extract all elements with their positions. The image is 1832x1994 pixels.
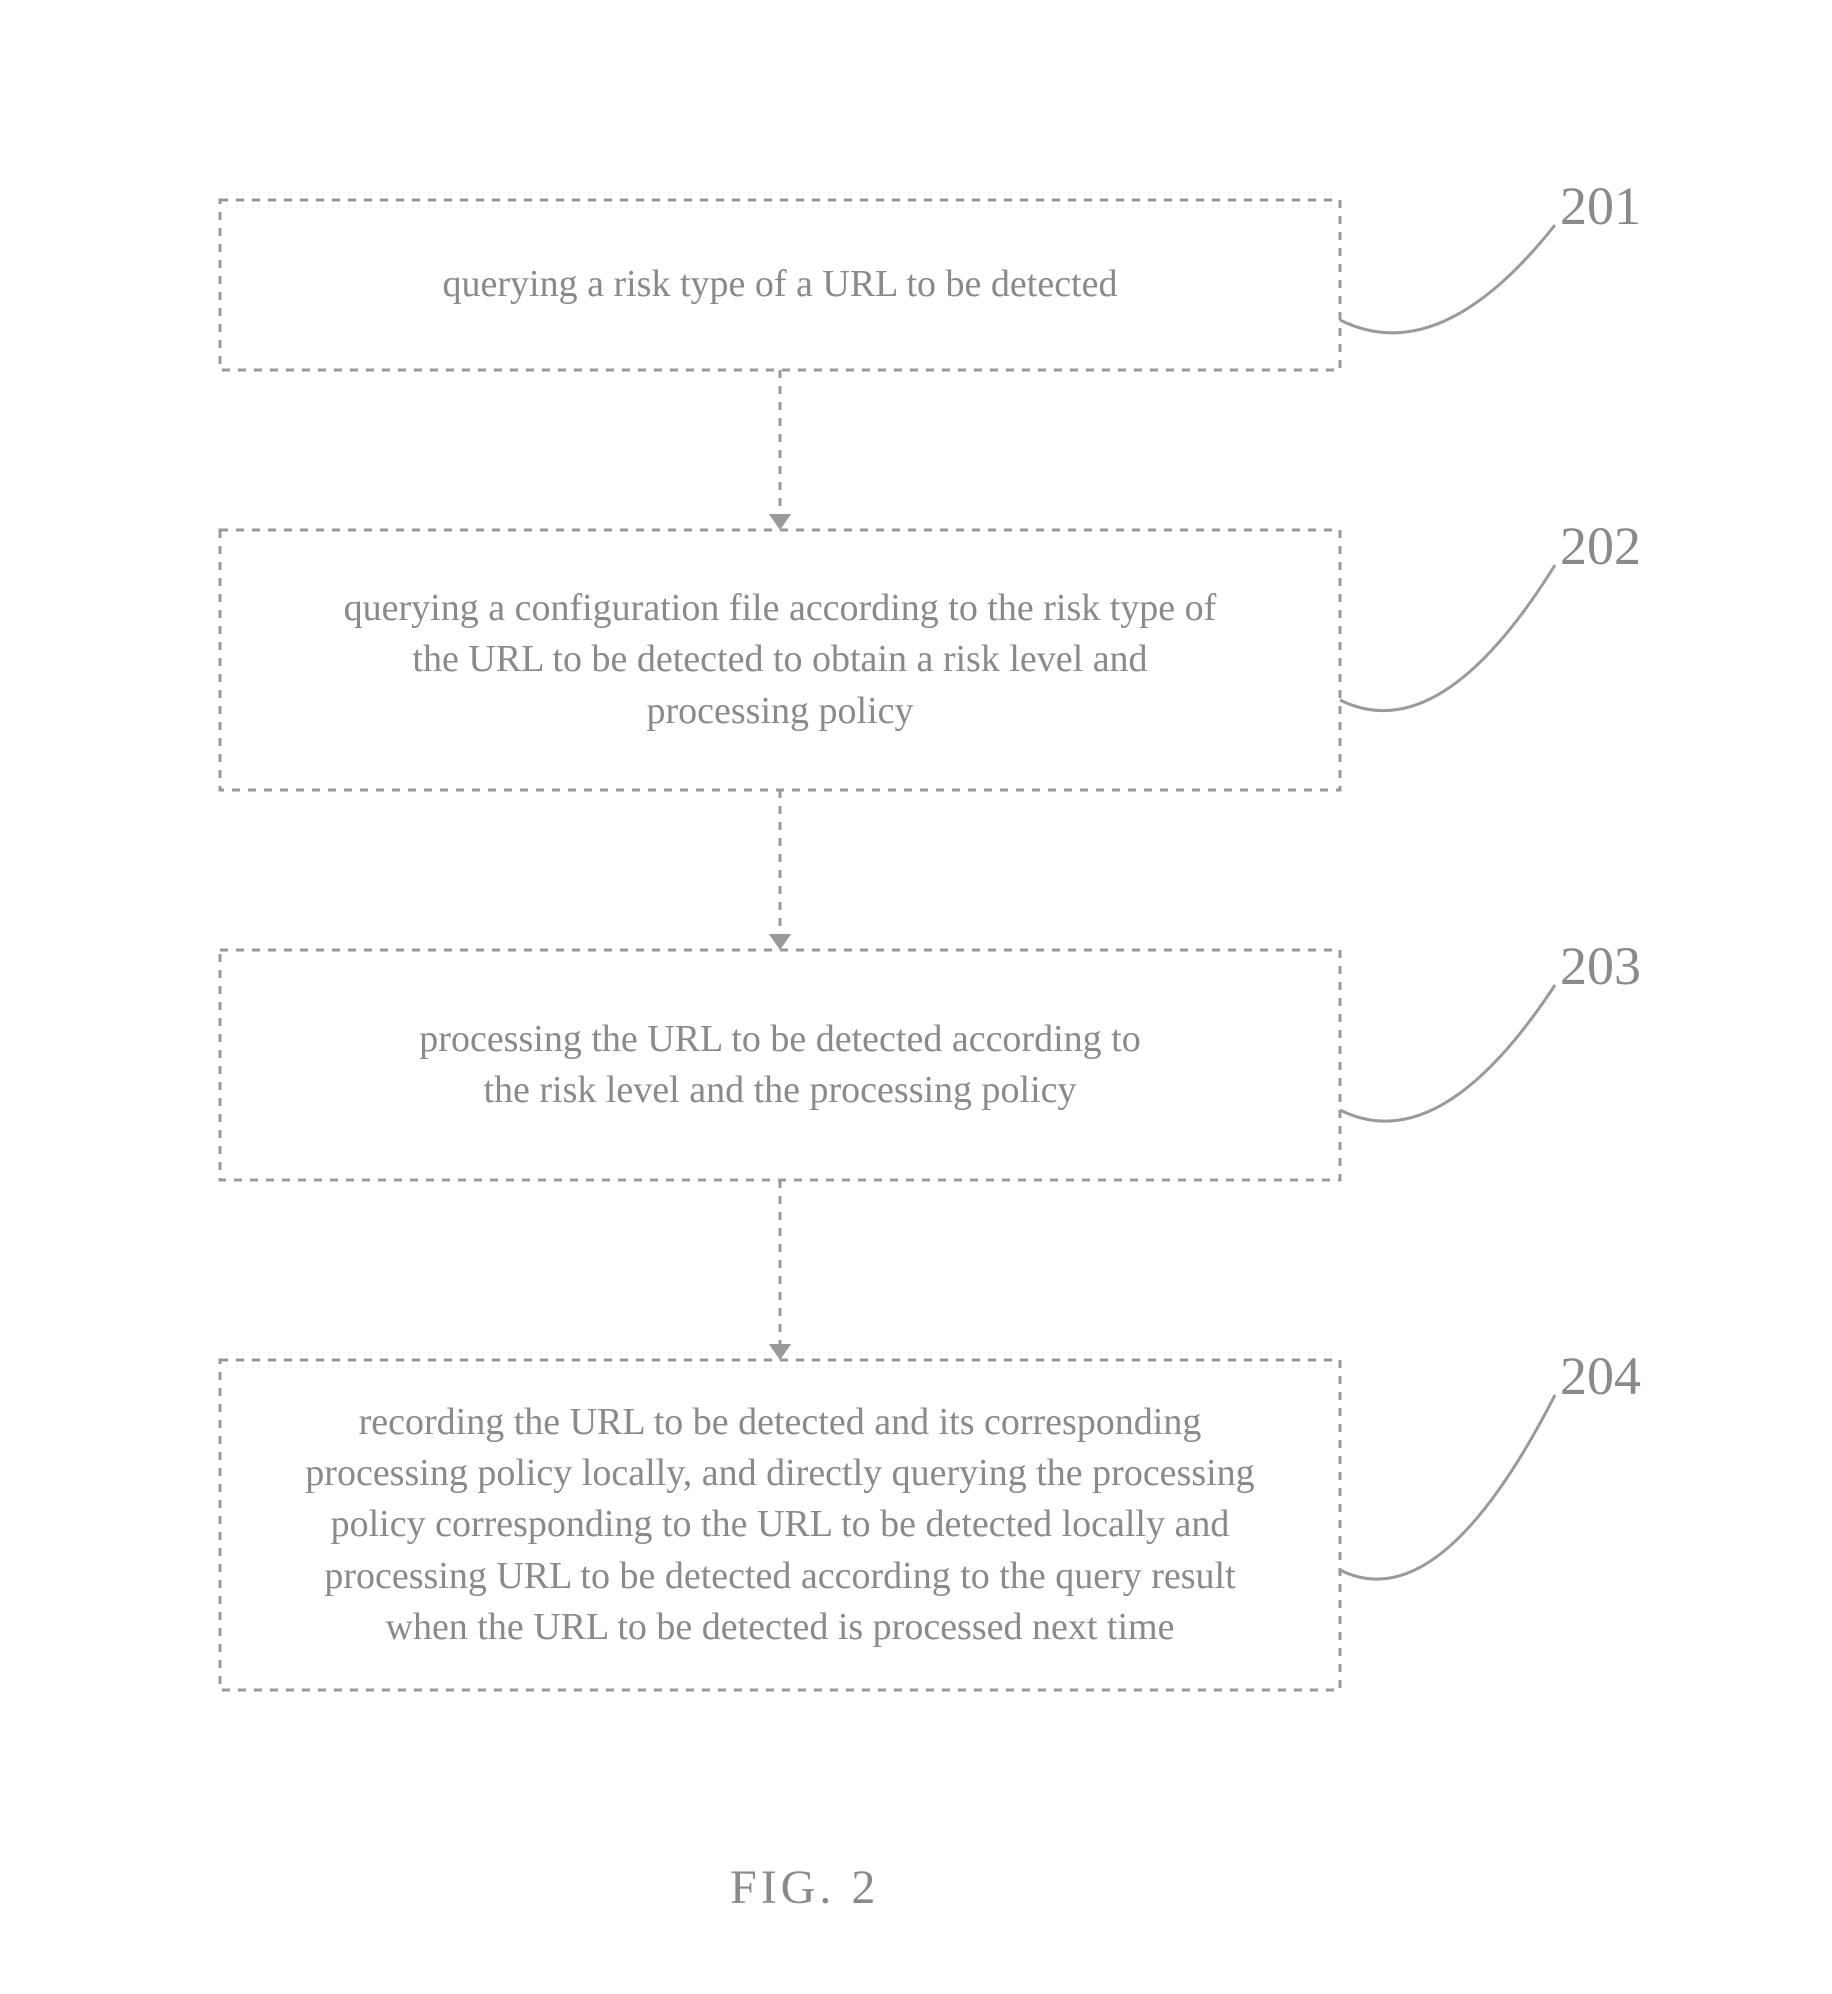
flowchart-node-text: recording the URL to be detected and its…	[305, 1397, 1254, 1653]
svg-arrows-group	[769, 370, 791, 1360]
flow-arrow-head-icon	[769, 934, 791, 950]
svg-callouts-group	[1340, 225, 1555, 1579]
flowchart-node-text: querying a risk type of a URL to be dete…	[443, 259, 1118, 310]
step-number-label: 201	[1560, 175, 1641, 237]
label-callout-curve	[1340, 225, 1555, 333]
step-number-label: 202	[1560, 515, 1641, 577]
step-number-label: 204	[1560, 1345, 1641, 1407]
label-callout-curve	[1340, 565, 1555, 711]
flowchart-node: processing the URL to be detected accord…	[220, 950, 1340, 1180]
flowchart-node-text: querying a configuration file according …	[344, 583, 1217, 737]
flowchart-canvas: querying a risk type of a URL to be dete…	[0, 0, 1832, 1994]
label-callout-curve	[1340, 985, 1555, 1121]
flowchart-node: recording the URL to be detected and its…	[220, 1360, 1340, 1690]
figure-caption: FIG. 2	[730, 1860, 879, 1915]
label-callout-curve	[1340, 1395, 1555, 1579]
flow-arrow-head-icon	[769, 1344, 791, 1360]
flowchart-node: querying a configuration file according …	[220, 530, 1340, 790]
step-number-label: 203	[1560, 935, 1641, 997]
flow-arrow-head-icon	[769, 514, 791, 530]
flowchart-node: querying a risk type of a URL to be dete…	[220, 200, 1340, 370]
flowchart-node-text: processing the URL to be detected accord…	[419, 1014, 1140, 1117]
